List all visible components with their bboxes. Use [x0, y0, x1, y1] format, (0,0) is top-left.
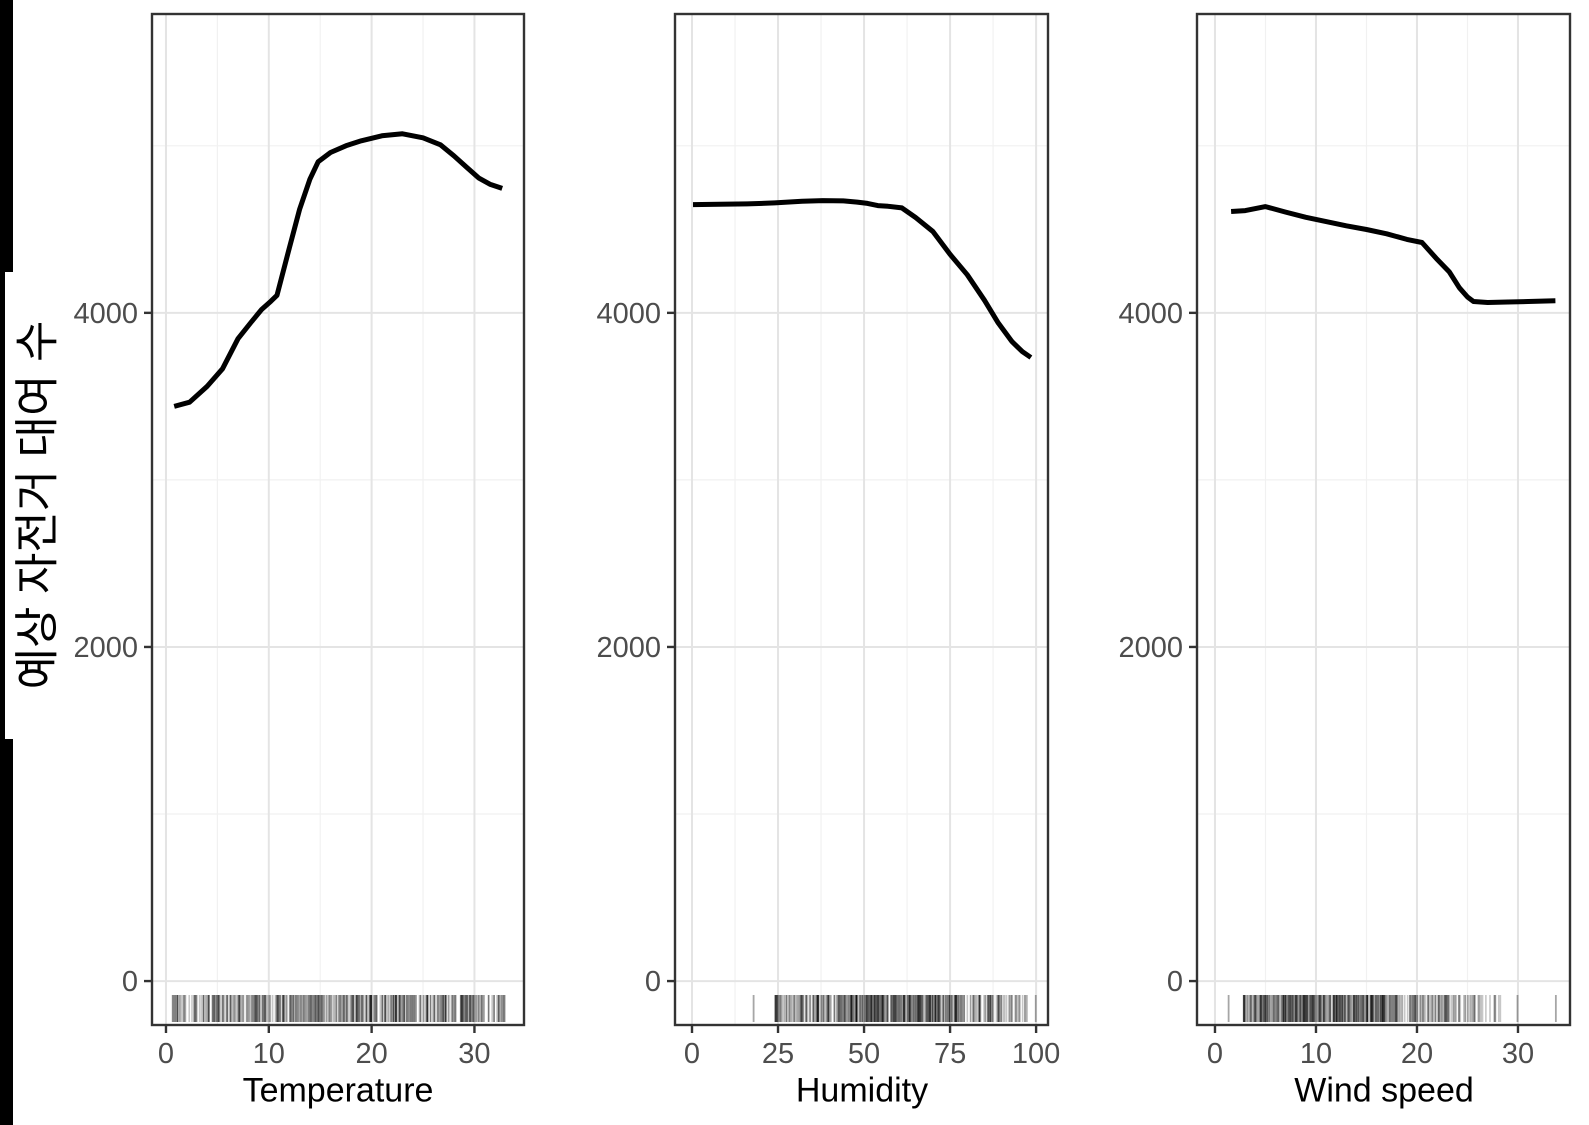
- gridlines: [152, 14, 524, 1025]
- svg-text:2000: 2000: [596, 632, 661, 664]
- pdp-line: [173, 131, 504, 409]
- panel-humidity: 0 2000 4000 0 25 50 75 100: [596, 12, 1060, 1070]
- svg-text:2000: 2000: [73, 632, 138, 664]
- x-axis-title-temperature: Temperature: [242, 1071, 434, 1110]
- svg-text:50: 50: [848, 1038, 880, 1070]
- svg-text:25: 25: [762, 1038, 794, 1070]
- svg-text:0: 0: [158, 1038, 174, 1070]
- svg-text:0: 0: [122, 966, 138, 998]
- panel-border: [1195, 12, 1572, 1027]
- pdp-line: [1230, 204, 1556, 305]
- svg-text:10: 10: [1300, 1038, 1332, 1070]
- panel-temperature: 0 2000 4000 0 10 20 30: [73, 12, 526, 1070]
- axis-ticks-and-labels: 0 2000 4000 0 10 20 30: [1118, 298, 1534, 1070]
- x-axis-title-humidity: Humidity: [795, 1071, 929, 1110]
- panel-border: [150, 12, 526, 1027]
- svg-text:30: 30: [458, 1038, 490, 1070]
- svg-text:10: 10: [253, 1038, 285, 1070]
- svg-text:30: 30: [1502, 1038, 1534, 1070]
- axis-ticks-and-labels: 0 2000 4000 0 25 50 75 100: [596, 298, 1060, 1070]
- x-axis-title-windspeed: Wind speed: [1294, 1071, 1474, 1110]
- svg-text:100: 100: [1012, 1038, 1060, 1070]
- screen-edge-bar-middle: [0, 272, 5, 739]
- gridlines: [1197, 14, 1570, 1025]
- svg-text:0: 0: [684, 1038, 700, 1070]
- svg-text:20: 20: [355, 1038, 387, 1070]
- screen-edge-bar-bottom: [0, 739, 13, 1125]
- rug-ticks: [1227, 995, 1557, 1022]
- svg-text:75: 75: [934, 1038, 966, 1070]
- gridlines: [675, 14, 1048, 1025]
- svg-text:20: 20: [1401, 1038, 1433, 1070]
- svg-text:0: 0: [645, 966, 661, 998]
- rug-ticks: [752, 995, 1037, 1022]
- panel-border: [673, 12, 1050, 1027]
- axis-ticks-and-labels: 0 2000 4000 0 10 20 30: [73, 298, 490, 1070]
- svg-text:2000: 2000: [1118, 632, 1183, 664]
- y-axis-title: 예상 자전거 대여 수: [11, 320, 63, 690]
- svg-text:4000: 4000: [73, 298, 138, 330]
- svg-text:4000: 4000: [1118, 298, 1183, 330]
- screen-edge-bar-top: [0, 0, 13, 272]
- svg-text:4000: 4000: [596, 298, 661, 330]
- panel-wind-speed: 0 2000 4000 0 10 20 30: [1118, 12, 1572, 1070]
- pdp-line: [692, 198, 1033, 360]
- svg-text:0: 0: [1207, 1038, 1223, 1070]
- rug-ticks: [171, 995, 506, 1022]
- svg-text:0: 0: [1167, 966, 1183, 998]
